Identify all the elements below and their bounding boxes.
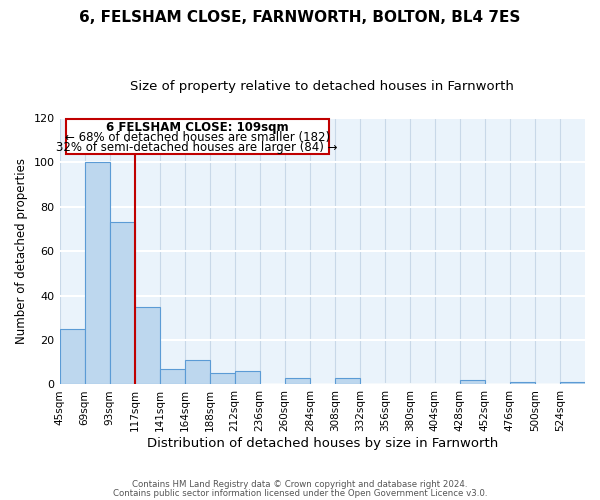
Text: Contains public sector information licensed under the Open Government Licence v3: Contains public sector information licen… (113, 488, 487, 498)
Bar (209, 374, 235, 384)
Text: 6 FELSHAM CLOSE: 109sqm: 6 FELSHAM CLOSE: 109sqm (106, 121, 289, 134)
Bar (510, 382, 535, 384)
Bar (185, 360, 209, 384)
Bar (335, 378, 360, 384)
X-axis label: Distribution of detached houses by size in Farnworth: Distribution of detached houses by size … (146, 437, 498, 450)
Bar (285, 378, 310, 384)
Text: Contains HM Land Registry data © Crown copyright and database right 2024.: Contains HM Land Registry data © Crown c… (132, 480, 468, 489)
Bar (560, 382, 585, 384)
Bar (460, 380, 485, 384)
Title: Size of property relative to detached houses in Farnworth: Size of property relative to detached ho… (130, 80, 514, 93)
Bar (160, 369, 185, 384)
Text: ← 68% of detached houses are smaller (182): ← 68% of detached houses are smaller (18… (65, 131, 330, 144)
Text: 6, FELSHAM CLOSE, FARNWORTH, BOLTON, BL4 7ES: 6, FELSHAM CLOSE, FARNWORTH, BOLTON, BL4… (79, 10, 521, 25)
Bar (134, 306, 160, 384)
Text: 32% of semi-detached houses are larger (84) →: 32% of semi-detached houses are larger (… (56, 141, 338, 154)
Y-axis label: Number of detached properties: Number of detached properties (15, 158, 28, 344)
Bar (235, 371, 260, 384)
Bar (110, 222, 134, 384)
Bar (85, 162, 110, 384)
FancyBboxPatch shape (66, 119, 329, 154)
Bar (59, 329, 85, 384)
